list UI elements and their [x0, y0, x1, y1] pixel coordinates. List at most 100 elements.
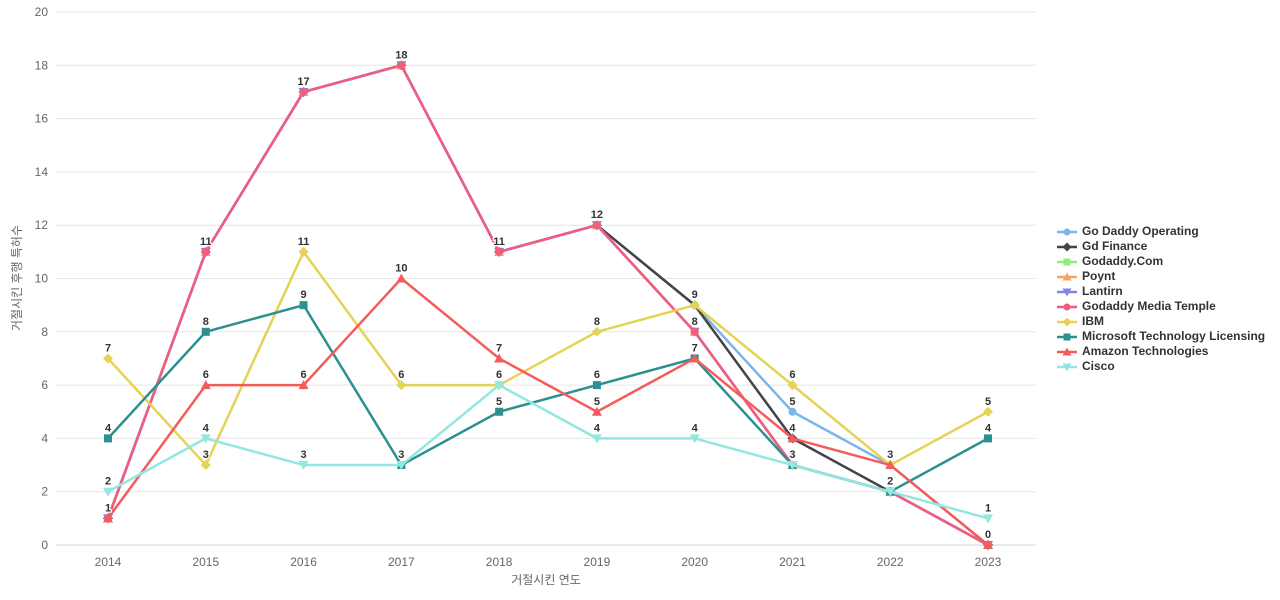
legend-marker-icon	[1057, 272, 1077, 280]
point-marker	[494, 353, 505, 363]
data-label: 18	[395, 49, 407, 61]
point-marker	[885, 487, 896, 497]
legend-marker-icon	[1057, 242, 1077, 251]
legend-label: Amazon Technologies	[1082, 344, 1209, 358]
data-label: 6	[496, 369, 502, 381]
data-label: 4	[789, 422, 796, 434]
legend-label: Godaddy Media Temple	[1082, 299, 1216, 313]
y-tick-label: 20	[35, 5, 49, 19]
data-label: 3	[300, 449, 306, 461]
x-tick-label: 2018	[486, 555, 513, 569]
legend-item-godaddy-com[interactable]: Godaddy.Com	[1057, 254, 1265, 269]
x-tick-label: 2015	[192, 555, 219, 569]
data-label: 1	[105, 502, 111, 514]
data-label: 12	[591, 209, 603, 221]
legend-item-amazon-technologies[interactable]: Amazon Technologies	[1057, 344, 1265, 359]
data-label: 5	[985, 396, 991, 408]
y-tick-label: 6	[41, 378, 48, 392]
point-marker	[299, 301, 308, 310]
data-label: 3	[887, 449, 893, 461]
data-label: 4	[692, 422, 699, 434]
legend-item-lantirn[interactable]: Lantirn	[1057, 284, 1265, 299]
legend-label: Godaddy.Com	[1082, 254, 1164, 268]
data-label: 3	[203, 449, 209, 461]
data-label: 3	[789, 449, 795, 461]
point-marker	[591, 434, 602, 444]
legend-item-gd-finance[interactable]: Gd Finance	[1057, 239, 1265, 254]
point-marker	[984, 434, 993, 443]
data-label: 11	[200, 236, 212, 248]
legend-marker-icon	[1057, 258, 1077, 265]
point-marker	[494, 381, 505, 391]
data-label: 5	[496, 396, 502, 408]
data-label: 6	[300, 369, 306, 381]
x-tick-label: 2019	[584, 555, 611, 569]
point-marker	[1063, 303, 1071, 310]
y-tick-label: 4	[41, 431, 48, 445]
point-marker	[103, 353, 113, 364]
x-tick-label: 2014	[95, 555, 122, 569]
legend-item-ibm[interactable]: IBM	[1057, 314, 1265, 329]
data-label: 8	[692, 316, 698, 328]
point-marker	[298, 380, 309, 390]
y-tick-label: 8	[41, 325, 48, 339]
point-marker	[397, 61, 406, 70]
point-marker	[1062, 288, 1072, 296]
point-marker	[885, 460, 896, 470]
y-tick-label: 10	[35, 272, 49, 286]
legend-item-go-daddy-operating[interactable]: Go Daddy Operating	[1057, 224, 1265, 239]
point-marker	[788, 407, 797, 416]
legend-label: Microsoft Technology Licensing	[1082, 329, 1266, 343]
point-marker	[983, 514, 994, 524]
series-gd-finance	[103, 60, 994, 550]
point-marker	[1062, 347, 1072, 355]
legend-marker-icon	[1057, 347, 1077, 355]
point-marker	[591, 406, 602, 416]
y-tick-label: 16	[35, 112, 49, 126]
legend-label: Gd Finance	[1082, 239, 1148, 253]
data-label: 6	[398, 369, 404, 381]
point-marker	[495, 247, 504, 256]
legend-item-microsoft-technology-licensing[interactable]: Microsoft Technology Licensing	[1057, 329, 1265, 344]
point-marker	[689, 300, 700, 311]
point-marker	[1063, 258, 1071, 265]
x-tick-label: 2022	[877, 555, 904, 569]
legend-item-godaddy-media-temple[interactable]: Godaddy Media Temple	[1057, 299, 1265, 314]
data-label: 1	[985, 502, 991, 514]
legend-item-cisco[interactable]: Cisco	[1057, 359, 1265, 374]
data-label: 4	[105, 422, 112, 434]
point-marker	[396, 273, 407, 283]
point-marker	[298, 461, 309, 471]
point-marker	[983, 540, 994, 549]
data-label: 4	[203, 422, 210, 434]
data-label: 11	[298, 236, 310, 248]
legend-label: Go Daddy Operating	[1082, 224, 1199, 238]
point-marker	[299, 87, 308, 96]
series-ibm	[103, 246, 994, 471]
point-marker	[1063, 333, 1071, 340]
legend-label: IBM	[1082, 314, 1104, 328]
data-label: 3	[398, 449, 404, 461]
data-label: 10	[395, 263, 407, 275]
point-marker	[200, 460, 211, 471]
x-tick-label: 2020	[681, 555, 708, 569]
point-marker	[592, 221, 601, 230]
x-tick-label: 2021	[779, 555, 806, 569]
point-marker	[1062, 242, 1072, 251]
x-axis-title: 거절시킨 연도	[511, 573, 581, 587]
point-marker	[103, 487, 113, 497]
data-label: 0	[985, 529, 991, 541]
series-cisco	[103, 381, 994, 524]
series-line-cisco	[106, 383, 990, 520]
data-label: 7	[692, 342, 698, 354]
data-label: 4	[985, 422, 992, 434]
legend-item-poynt[interactable]: Poynt	[1057, 269, 1265, 284]
y-axis-title: 거절시킨 후행 특허수	[9, 225, 24, 331]
point-marker	[787, 380, 798, 391]
data-label: 17	[297, 76, 309, 88]
point-marker	[104, 434, 112, 443]
data-label: 2	[105, 476, 111, 488]
legend-label: Lantirn	[1082, 284, 1123, 298]
data-label: 6	[203, 369, 209, 381]
